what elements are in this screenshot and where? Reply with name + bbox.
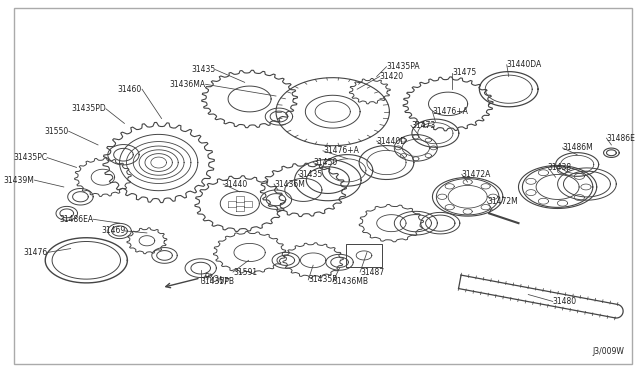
- Text: 31472A: 31472A: [462, 170, 491, 179]
- Text: 31472M: 31472M: [487, 197, 518, 206]
- Text: 31475: 31475: [452, 68, 476, 77]
- Text: 31435PA: 31435PA: [387, 62, 420, 71]
- Text: 31469: 31469: [101, 227, 125, 235]
- Text: 31420: 31420: [380, 72, 404, 81]
- Text: 31591: 31591: [233, 267, 257, 276]
- Text: 31436M: 31436M: [274, 180, 305, 189]
- Text: 31486M: 31486M: [563, 143, 593, 153]
- Text: 31476+A: 31476+A: [323, 146, 359, 155]
- Text: 31440D: 31440D: [377, 137, 407, 145]
- Text: J3/009W: J3/009W: [592, 347, 624, 356]
- Text: 31435P: 31435P: [308, 275, 337, 284]
- Text: 31440DA: 31440DA: [507, 60, 542, 69]
- Text: 31438: 31438: [548, 163, 572, 172]
- Text: 31480: 31480: [553, 297, 577, 306]
- Text: 31486EA: 31486EA: [59, 215, 93, 224]
- Text: 31460: 31460: [118, 85, 142, 94]
- Text: 31436MA: 31436MA: [170, 80, 205, 89]
- Text: 31435PC: 31435PC: [13, 153, 47, 162]
- Text: 31440: 31440: [223, 180, 248, 189]
- Text: 31487: 31487: [360, 267, 384, 276]
- Text: 31435: 31435: [191, 65, 216, 74]
- Text: 31436MB: 31436MB: [333, 277, 369, 286]
- Text: FRONT: FRONT: [203, 272, 230, 288]
- Text: 31550: 31550: [44, 127, 68, 136]
- Text: 31450: 31450: [313, 158, 337, 167]
- Text: 31435: 31435: [298, 170, 323, 179]
- Text: 31486E: 31486E: [607, 134, 636, 142]
- Text: 31435PD: 31435PD: [71, 104, 106, 113]
- Text: 31435PB: 31435PB: [201, 277, 235, 286]
- Text: 31473: 31473: [411, 121, 435, 130]
- Text: 31439M: 31439M: [4, 176, 35, 185]
- Text: 31476: 31476: [23, 248, 47, 257]
- Text: 31476+A: 31476+A: [433, 107, 468, 116]
